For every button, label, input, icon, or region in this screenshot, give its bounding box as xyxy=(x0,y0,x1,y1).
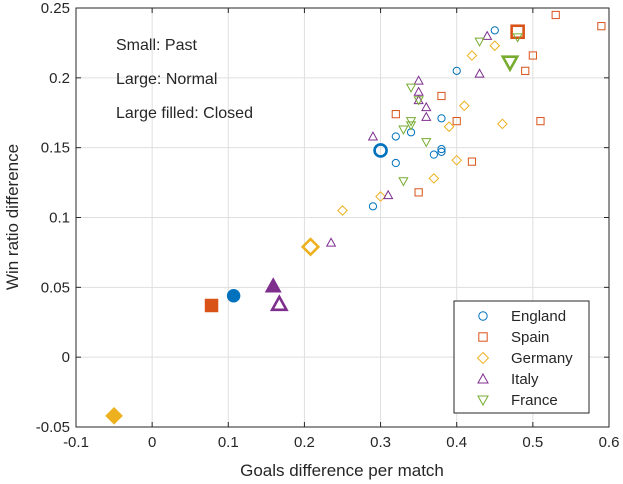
france-past-point xyxy=(398,177,409,187)
france-past-point xyxy=(474,37,485,47)
england-past-point xyxy=(391,158,400,168)
england-closed-point xyxy=(226,288,241,303)
france-legend-marker xyxy=(477,395,489,407)
x-tick-label: 0.2 xyxy=(294,434,315,451)
spain-normal-point xyxy=(510,24,525,40)
germany-legend-marker xyxy=(476,351,490,365)
germany-closed-point xyxy=(105,406,123,425)
germany-past-point xyxy=(337,205,348,216)
x-tick-label: -0.1 xyxy=(63,434,89,451)
spain-legend-marker xyxy=(478,332,488,342)
x-axis-label: Goals difference per match xyxy=(240,461,444,480)
france-past-point xyxy=(405,121,417,131)
france-past-point xyxy=(398,125,409,135)
x-tick-label: 0.5 xyxy=(522,434,543,451)
england-past-point xyxy=(429,150,438,159)
annotation-small: Small: Past xyxy=(116,37,197,54)
legend-label-spain: Spain xyxy=(511,329,549,346)
spain-past-point xyxy=(437,91,446,101)
germany-past-point xyxy=(428,173,440,184)
y-tick-label: 0.25 xyxy=(41,0,70,17)
england-legend-marker xyxy=(478,311,488,321)
germany-past-point xyxy=(497,118,508,130)
annotation-large: Large: Normal xyxy=(116,71,217,88)
italy-past-point xyxy=(367,131,379,141)
france-past-point xyxy=(405,83,417,93)
italy-normal-point xyxy=(269,294,289,312)
italy-past-point xyxy=(474,68,485,78)
spain-closed-point xyxy=(204,298,219,313)
y-tick-label: 0 xyxy=(62,349,70,366)
spain-past-point xyxy=(536,117,545,126)
grid xyxy=(75,7,610,428)
spain-past-point xyxy=(391,110,400,119)
france-past-point xyxy=(421,138,432,148)
italy-past-point xyxy=(383,189,394,200)
axis-ticks: -0.1 0 0.1 0.2 0.3 0.4 0.5 0.6 -0.05 0 0.05 0.1 0.15… xyxy=(36,0,620,451)
italy-past-point xyxy=(413,86,424,96)
england-past-point xyxy=(368,202,378,211)
x-tick-label: 0.3 xyxy=(370,434,391,451)
italy-past-point xyxy=(325,237,337,247)
england-past-point xyxy=(490,26,499,35)
spain-past-point xyxy=(414,188,423,197)
y-tick-label: 0.2 xyxy=(49,70,70,87)
france-past-point xyxy=(413,96,424,106)
germany-past-point xyxy=(466,50,478,61)
france-past-point xyxy=(405,117,417,127)
england-past-point xyxy=(391,132,400,141)
data-points xyxy=(105,10,606,425)
y-axis-label: Win ratio difference xyxy=(3,144,22,290)
spain-past-point xyxy=(521,66,530,75)
x-tick-label: 0 xyxy=(148,434,156,451)
italy-past-point xyxy=(421,101,432,112)
legend-label-france: France xyxy=(511,392,558,409)
england-past-point xyxy=(437,114,446,123)
germany-past-point xyxy=(489,40,501,52)
legend-label-italy: Italy xyxy=(511,371,539,388)
italy-closed-point xyxy=(264,277,282,293)
legend-label-england: England xyxy=(511,308,566,325)
annotation-large-filled: Large filled: Closed xyxy=(116,105,253,122)
germany-normal-point xyxy=(300,237,321,257)
x-tick-label: 0.4 xyxy=(446,434,467,451)
legend-label-germany: Germany xyxy=(511,350,573,367)
england-past-point xyxy=(437,147,446,156)
italy-past-point xyxy=(482,30,493,40)
legend-markers xyxy=(476,311,490,407)
spain-past-point xyxy=(597,22,606,31)
france-past-point xyxy=(512,33,523,43)
england-past-point xyxy=(452,66,461,75)
germany-past-point xyxy=(458,100,470,112)
england-past-point xyxy=(437,144,446,154)
germany-past-point xyxy=(375,191,386,202)
y-tick-label: 0.1 xyxy=(49,210,70,227)
y-tick-label: -0.05 xyxy=(36,419,70,436)
legend-box xyxy=(453,300,590,414)
france-normal-point xyxy=(500,55,520,73)
germany-past-point xyxy=(451,154,463,166)
legend: England Spain Germany Italy France xyxy=(453,300,590,414)
x-tick-label: 0.1 xyxy=(218,434,239,451)
y-tick-label: 0.15 xyxy=(41,140,70,157)
spain-past-point xyxy=(551,10,560,20)
italy-past-point xyxy=(421,111,432,121)
italy-past-point xyxy=(413,75,424,85)
england-normal-point xyxy=(373,143,388,158)
y-tick-label: 0.05 xyxy=(41,279,70,296)
spain-past-point xyxy=(528,51,537,60)
germany-past-point xyxy=(443,121,455,133)
spain-past-point xyxy=(467,157,477,166)
x-tick-label: 0.6 xyxy=(599,434,620,451)
italy-legend-marker xyxy=(477,372,489,384)
spain-past-point xyxy=(452,117,461,126)
